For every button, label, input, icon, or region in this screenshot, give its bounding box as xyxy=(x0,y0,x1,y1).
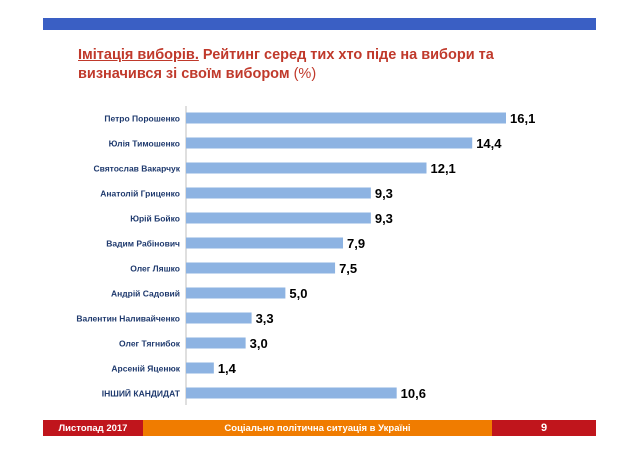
title-rest: Рейтинг серед тих хто піде на вибори та … xyxy=(78,47,494,82)
category-label: Юрій Бойко xyxy=(130,214,180,224)
category-label: Арсеній Яценюк xyxy=(111,364,180,374)
category-label: ІНШИЙ КАНДИДАТ xyxy=(102,388,181,399)
top-color-band xyxy=(43,18,596,30)
value-label: 3,0 xyxy=(250,336,268,351)
title-unit: (%) xyxy=(289,66,317,82)
value-label: 12,1 xyxy=(430,161,455,176)
footer-subtitle: Соціально політична ситуація в Україні xyxy=(143,420,492,436)
bar xyxy=(186,137,473,149)
category-label: Петро Порошенко xyxy=(104,114,180,124)
value-label: 7,5 xyxy=(339,261,357,276)
value-label: 14,4 xyxy=(476,136,502,151)
title-underlined: Імітація виборів. xyxy=(78,47,199,63)
bar xyxy=(186,362,214,374)
category-label: Юлія Тимошенко xyxy=(109,139,180,149)
page-title: Імітація виборів. Рейтинг серед тих хто … xyxy=(78,46,578,84)
value-label: 9,3 xyxy=(375,186,393,201)
category-label: Андрій Садовий xyxy=(111,289,180,299)
value-label: 10,6 xyxy=(401,386,426,401)
footer-page-number: 9 xyxy=(492,420,596,436)
bar xyxy=(186,337,246,349)
value-label: 5,0 xyxy=(289,286,307,301)
footer-date: Листопад 2017 xyxy=(43,420,143,436)
value-label: 3,3 xyxy=(256,311,274,326)
category-label: Святослав Вакарчук xyxy=(93,164,180,174)
bar xyxy=(186,237,344,249)
bar xyxy=(186,187,371,199)
value-label: 7,9 xyxy=(347,236,365,251)
category-label: Олег Тягнибок xyxy=(119,339,181,349)
bar xyxy=(186,212,371,224)
category-label: Олег Ляшко xyxy=(130,264,180,274)
bar xyxy=(186,262,336,274)
bar xyxy=(186,112,506,124)
bar xyxy=(186,162,427,174)
value-label: 16,1 xyxy=(510,111,535,126)
bar xyxy=(186,287,286,299)
category-label: Валентин Наливайченко xyxy=(76,314,180,324)
category-label: Анатолій Гриценко xyxy=(100,189,180,199)
value-label: 1,4 xyxy=(218,361,237,376)
value-label: 9,3 xyxy=(375,211,393,226)
category-label: Вадим Рабінович xyxy=(106,239,180,249)
bar xyxy=(186,387,397,399)
bar xyxy=(186,312,252,324)
footer-bar: Листопад 2017 Соціально політична ситуац… xyxy=(43,420,596,436)
